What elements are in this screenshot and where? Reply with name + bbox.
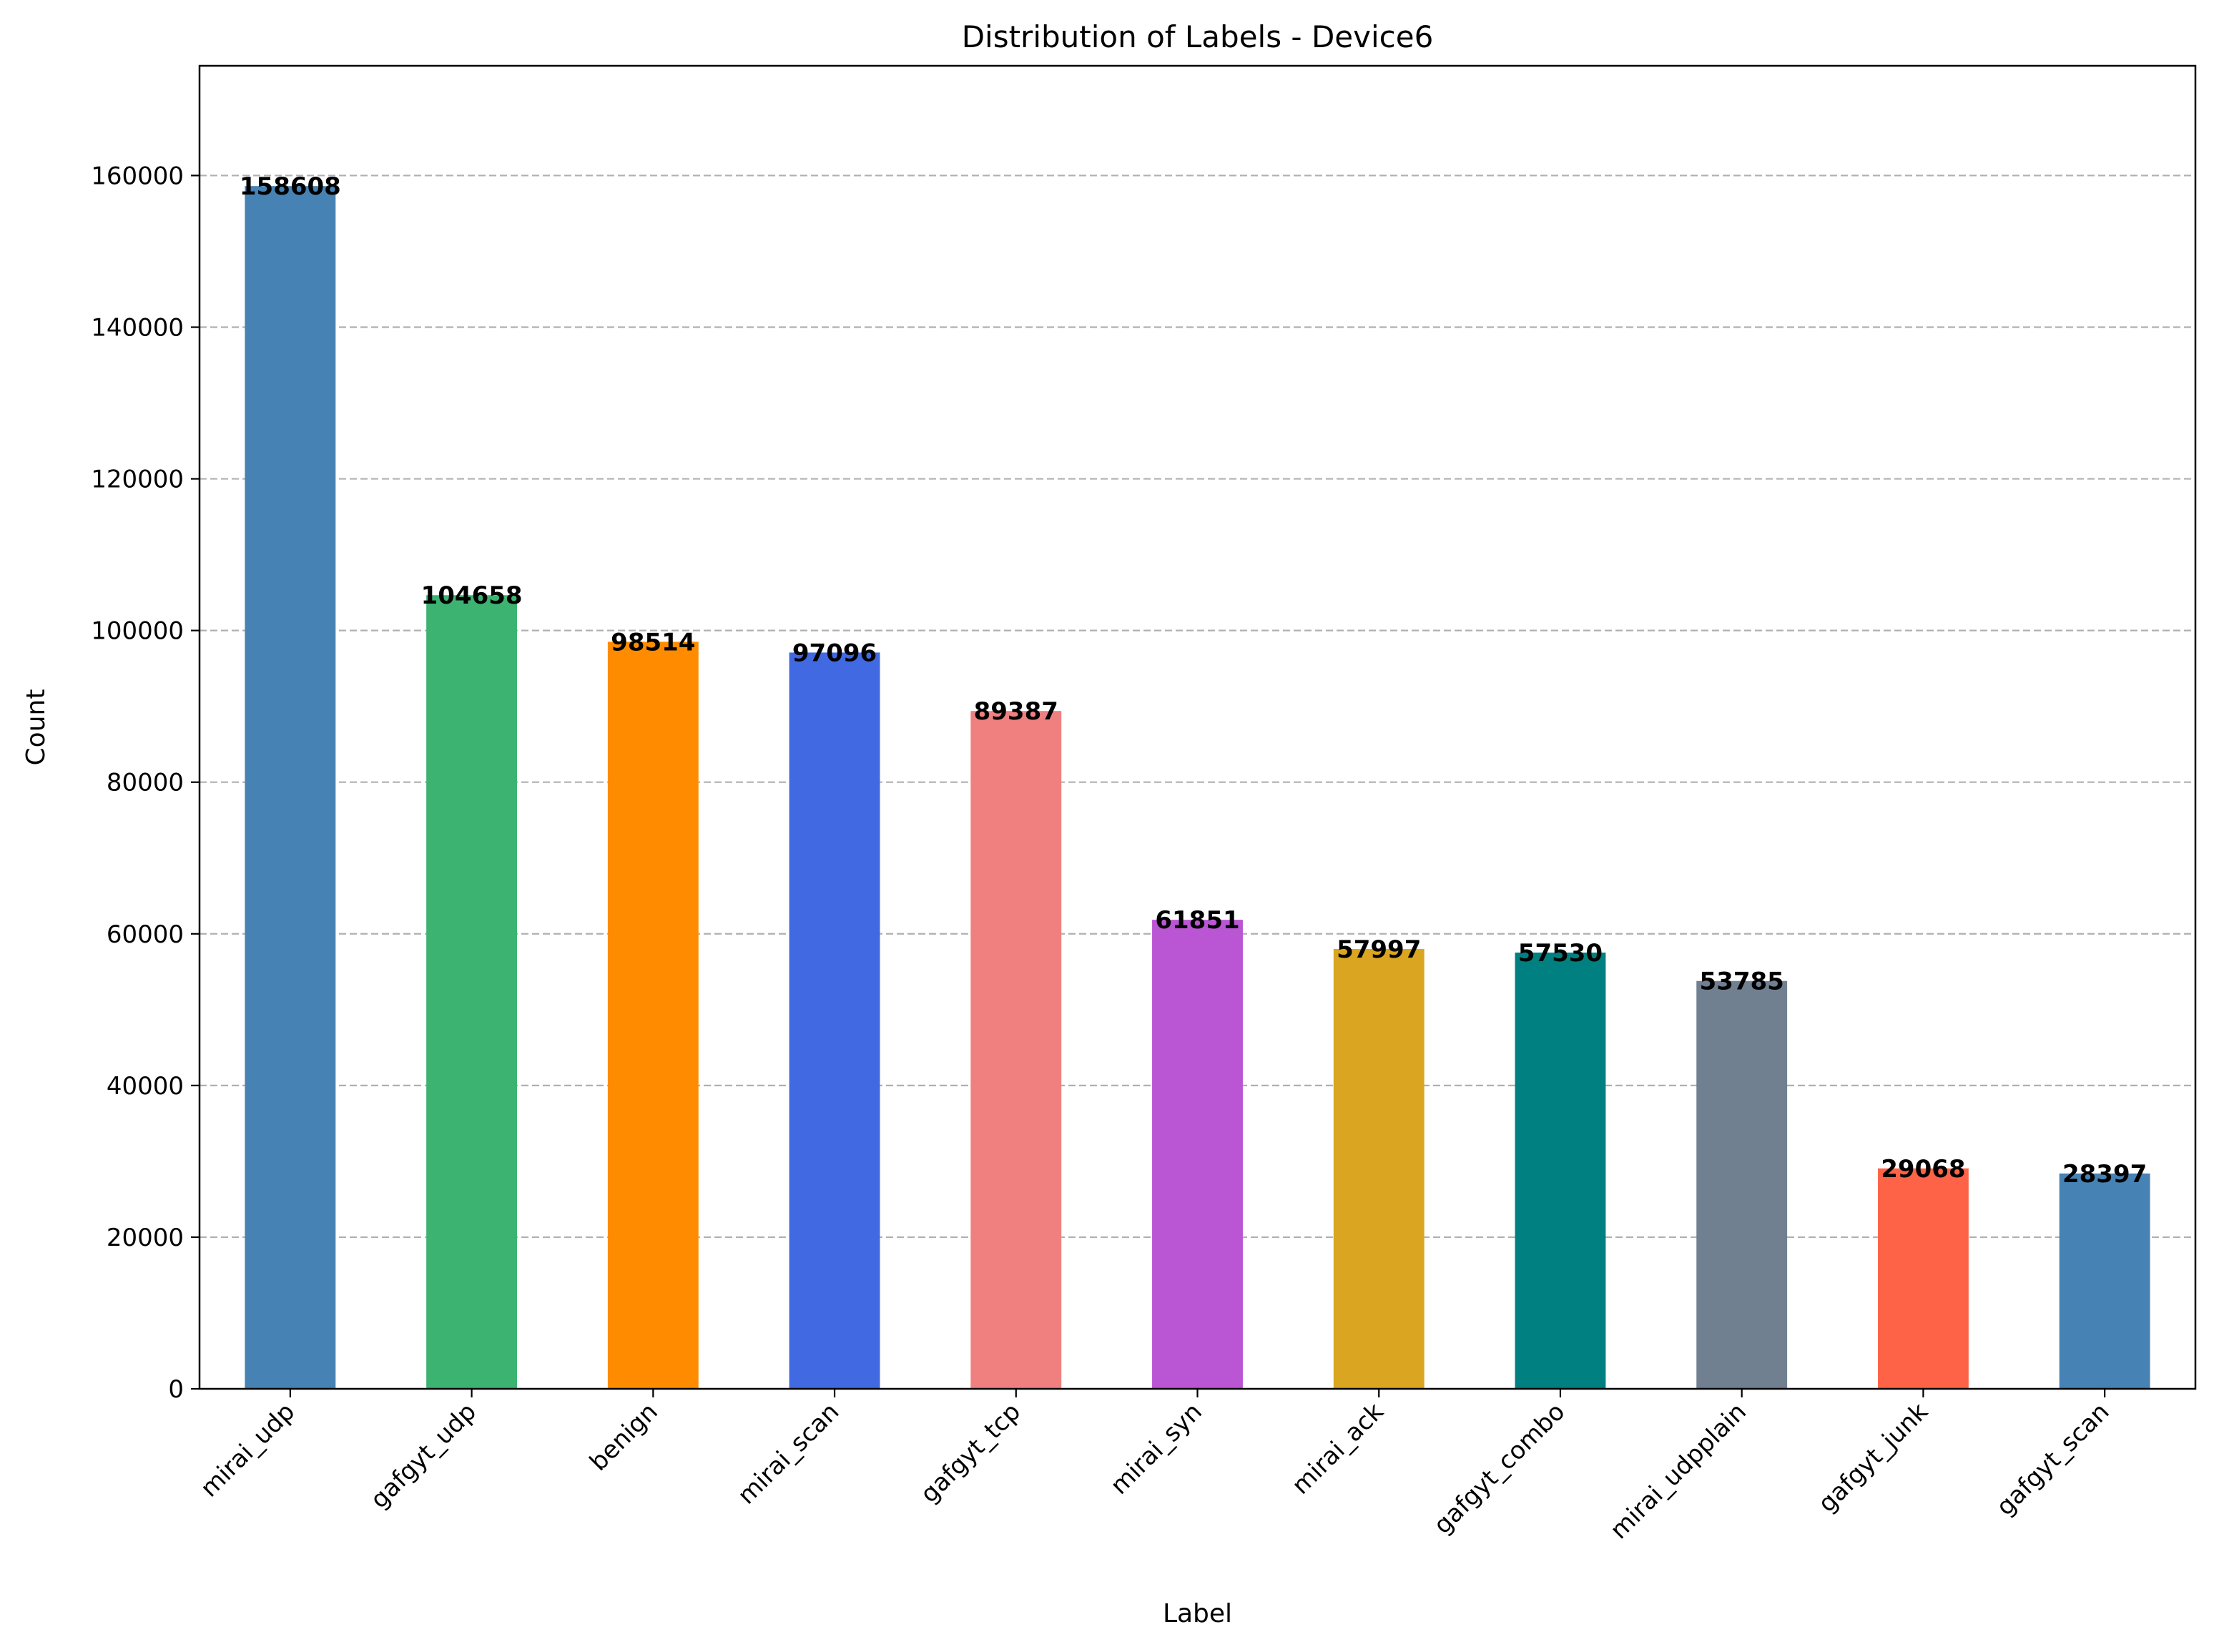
y-tick-label: 120000 (91, 466, 184, 494)
bar-gafgyt_udp (426, 595, 518, 1390)
bar-gafgyt_scan (2059, 1173, 2150, 1389)
y-tick-label: 20000 (107, 1224, 184, 1252)
data-labels: 158608 104658 98514 97096 89387 61851 57997 575… (240, 172, 2147, 1189)
data-label-gafgyt_combo: 57530 (1518, 939, 1603, 968)
data-label-mirai_ack: 57997 (1337, 935, 1421, 964)
bar-mirai_udp (245, 186, 336, 1390)
y-axis-ticks: 0 20000 40000 60000 80000 100000 120000 140000 1… (91, 162, 200, 1404)
y-tick-label: 0 (168, 1375, 184, 1404)
data-label-benign: 98514 (611, 628, 695, 657)
data-label-mirai_syn: 61851 (1155, 906, 1239, 935)
y-tick-label: 140000 (91, 313, 184, 342)
data-label-gafgyt_tcp: 89387 (974, 697, 1058, 726)
bar-gafgyt_tcp (970, 711, 1062, 1389)
y-tick-label: 160000 (91, 162, 184, 190)
data-label-gafgyt_junk: 29068 (1881, 1155, 1965, 1184)
y-tick-label: 40000 (107, 1072, 184, 1101)
data-label-gafgyt_udp: 104658 (421, 581, 523, 610)
bar-mirai_ack (1333, 949, 1425, 1389)
data-label-mirai_udp: 158608 (240, 172, 341, 201)
y-axis-label: Count (21, 689, 51, 766)
bar-gafgyt_combo (1515, 952, 1606, 1389)
chart-title: Distribution of Labels - Device6 (962, 19, 1434, 54)
bar-mirai_scan (789, 652, 880, 1389)
bar-mirai_syn (1152, 920, 1243, 1389)
data-label-gafgyt_scan: 28397 (2062, 1160, 2147, 1189)
data-label-mirai_scan: 97096 (792, 639, 877, 667)
y-tick-label: 60000 (107, 920, 184, 949)
x-axis-label: Label (1163, 1599, 1232, 1628)
bars (245, 186, 2150, 1390)
bar-gafgyt_junk (1877, 1168, 1969, 1389)
y-tick-label: 80000 (107, 769, 184, 797)
bar-benign (607, 641, 699, 1389)
bar-mirai_udpplain (1696, 980, 1788, 1389)
data-label-mirai_udpplain: 53785 (1700, 968, 1784, 996)
y-tick-label: 100000 (91, 617, 184, 646)
